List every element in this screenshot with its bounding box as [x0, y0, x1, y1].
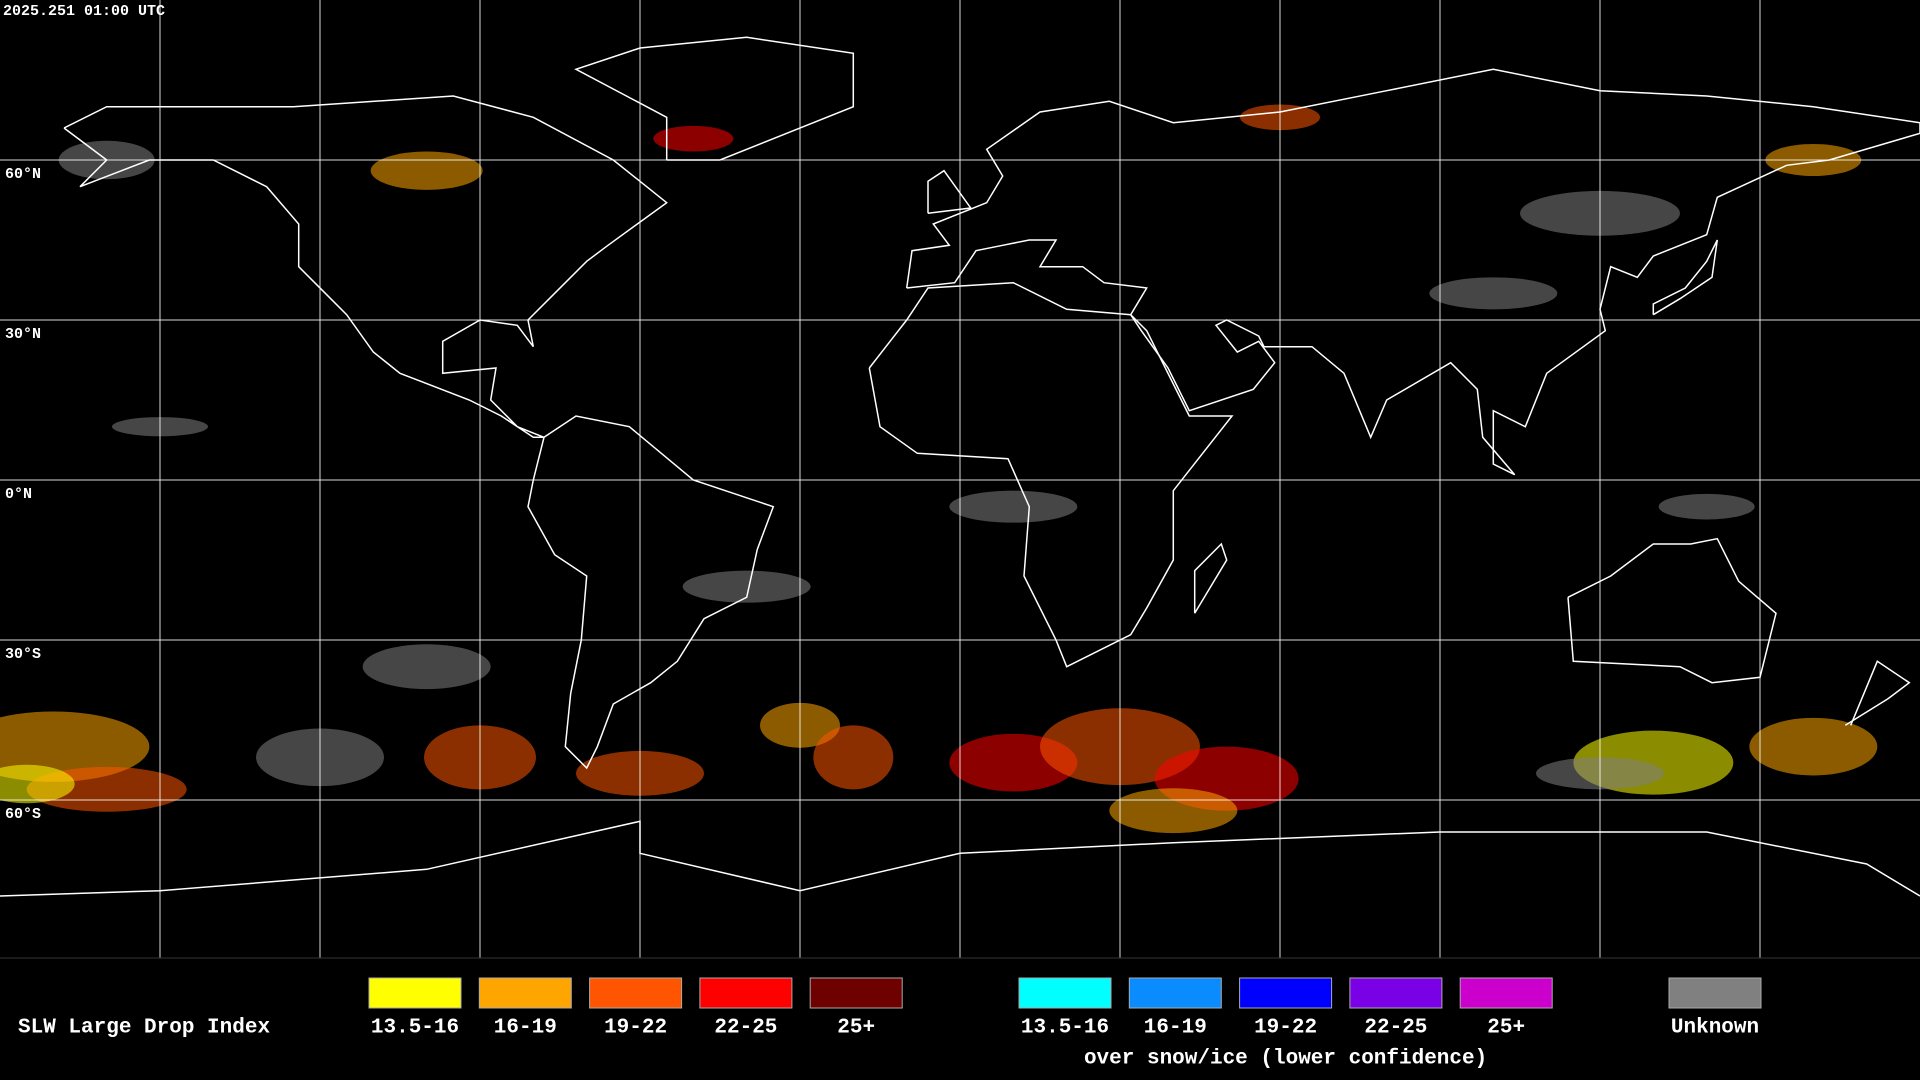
latitude-label: 60°S [5, 806, 41, 823]
legend-label: 16-19 [1144, 1017, 1207, 1040]
coastline [527, 415, 775, 770]
coastline [868, 281, 1234, 668]
cloud-patch [1658, 493, 1755, 520]
cloud-patch [1749, 717, 1878, 776]
legend-swatch [1349, 977, 1443, 1009]
coastline [63, 95, 668, 439]
latitude-label: 60°N [5, 166, 41, 183]
coastline [1652, 239, 1719, 316]
legend-swatch [1239, 977, 1333, 1009]
latitude-label: 30°S [5, 646, 41, 663]
cloud-patch [682, 570, 811, 603]
legend: SLW Large Drop Index 13.5-16 16-19 19-22 22… [18, 977, 1762, 1071]
legend-label: 25+ [1487, 1017, 1525, 1040]
cloud-patch [0, 764, 75, 804]
cloud-patch [362, 644, 491, 690]
legend-label: 19-22 [604, 1017, 667, 1040]
coastline [1844, 660, 1911, 726]
legend-label: 13.5-16 [1021, 1017, 1109, 1040]
legend-swatch [478, 977, 572, 1009]
latitude-label: 0°N [5, 486, 32, 503]
cloud-patch [1429, 277, 1558, 310]
legend-label: 19-22 [1254, 1017, 1317, 1040]
legend-caption: over snow/ice (lower confidence) [1084, 1048, 1487, 1071]
cloud-patch [653, 125, 734, 152]
legend-swatch [1018, 977, 1112, 1009]
legend-swatch [1459, 977, 1553, 1009]
cloud-patch [949, 490, 1078, 523]
latitude-label: 30°N [5, 326, 41, 343]
coastline [574, 36, 855, 161]
cloud-field [0, 104, 1878, 834]
cloud-patch [0, 711, 150, 782]
graticule: 60°N 30°N 0°N 30°S 60°S [0, 0, 1920, 958]
legend-label: 22-25 [1364, 1017, 1427, 1040]
legend-swatch [368, 977, 462, 1009]
coastline [927, 169, 973, 215]
coastline [1567, 537, 1777, 684]
legend-swatch [699, 977, 793, 1009]
legend-title: SLW Large Drop Index [18, 1017, 270, 1040]
legend-swatch [809, 977, 903, 1009]
legend-swatch [1128, 977, 1222, 1009]
coastline [1193, 542, 1228, 614]
cloud-patch [370, 151, 483, 190]
legend-label: 13.5-16 [371, 1017, 459, 1040]
timestamp: 2025.251 01:00 UTC [3, 3, 165, 20]
legend-label: 22-25 [714, 1017, 777, 1040]
legend-label: 16-19 [494, 1017, 557, 1040]
cloud-patch [1109, 788, 1238, 834]
legend-swatch [589, 977, 683, 1009]
legend-label: 25+ [837, 1017, 875, 1040]
coastline [0, 820, 1920, 897]
legend-label: Unknown [1671, 1017, 1759, 1040]
cloud-patch [813, 725, 894, 790]
legend-swatch [1668, 977, 1762, 1009]
